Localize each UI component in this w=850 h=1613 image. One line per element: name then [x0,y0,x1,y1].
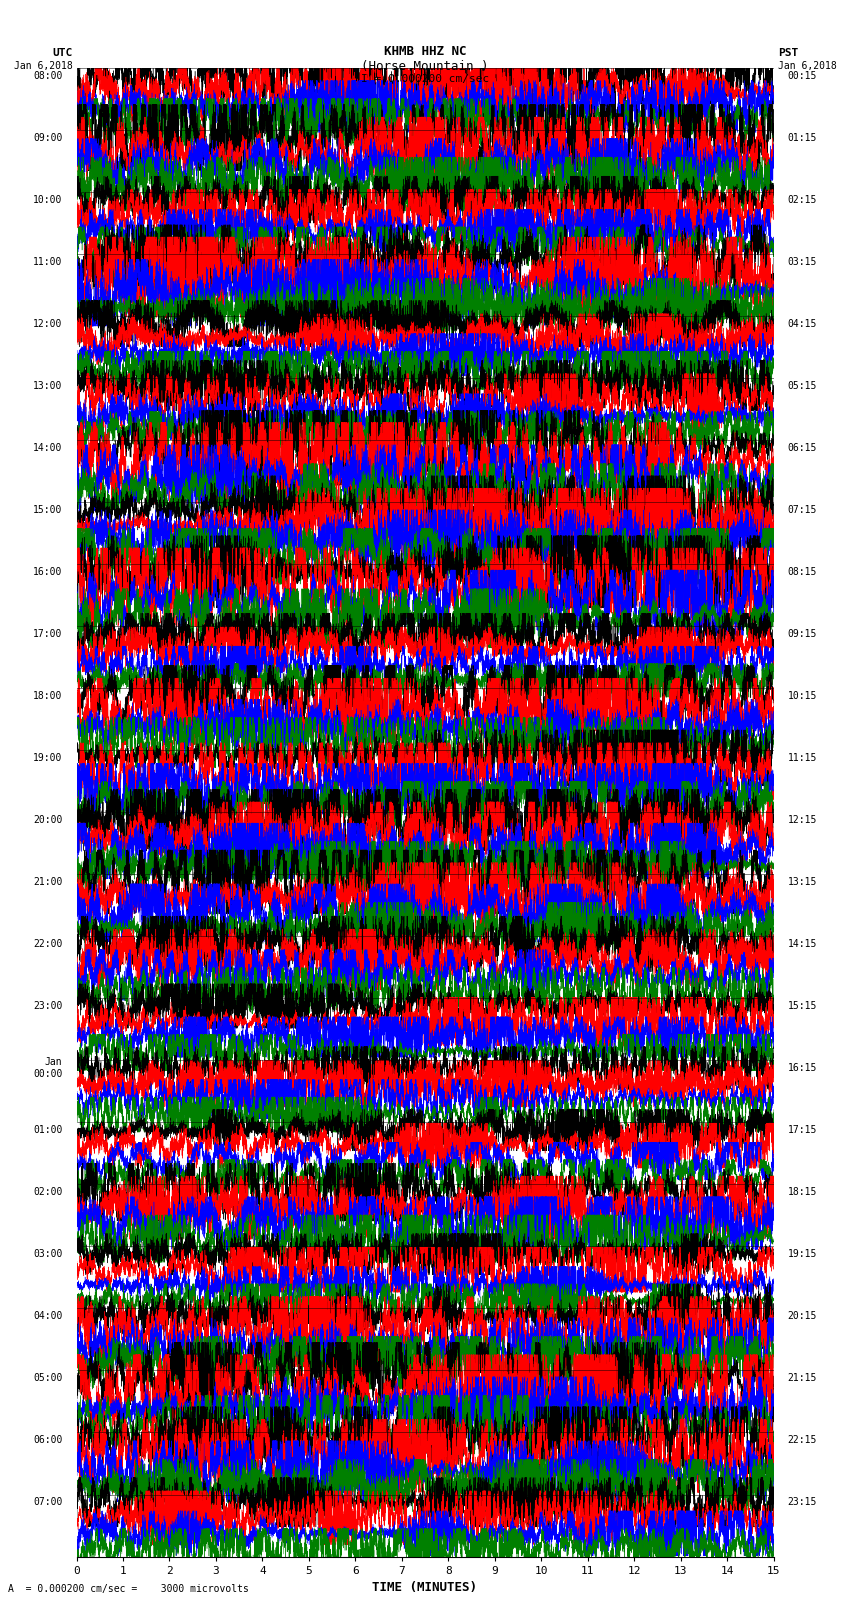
Text: 20:15: 20:15 [787,1311,817,1321]
Text: 06:15: 06:15 [787,442,817,453]
Text: 08:15: 08:15 [787,566,817,577]
Text: 11:00: 11:00 [33,256,63,266]
Text: 18:00: 18:00 [33,690,63,700]
Text: 23:15: 23:15 [787,1497,817,1507]
Text: 14:15: 14:15 [787,939,817,948]
Text: (Horse Mountain ): (Horse Mountain ) [361,60,489,73]
Text: 09:00: 09:00 [33,132,63,142]
Text: 10:15: 10:15 [787,690,817,700]
Text: 17:15: 17:15 [787,1124,817,1136]
Text: 15:15: 15:15 [787,1002,817,1011]
Text: 13:00: 13:00 [33,381,63,390]
Text: 20:00: 20:00 [33,815,63,824]
Text: 17:00: 17:00 [33,629,63,639]
X-axis label: TIME (MINUTES): TIME (MINUTES) [372,1581,478,1594]
Text: UTC: UTC [52,48,72,58]
Text: 04:00: 04:00 [33,1311,63,1321]
Text: Jan 6,2018: Jan 6,2018 [14,61,72,71]
Text: 21:15: 21:15 [787,1373,817,1384]
Text: Jan
00:00: Jan 00:00 [33,1057,63,1079]
Text: 03:15: 03:15 [787,256,817,266]
Text: 19:00: 19:00 [33,753,63,763]
Text: 02:00: 02:00 [33,1187,63,1197]
Text: 03:00: 03:00 [33,1248,63,1260]
Text: 07:00: 07:00 [33,1497,63,1507]
Text: I = 0.000200 cm/sec: I = 0.000200 cm/sec [361,74,489,84]
Text: 09:15: 09:15 [787,629,817,639]
Text: 04:15: 04:15 [787,319,817,329]
Text: 12:00: 12:00 [33,319,63,329]
Text: 18:15: 18:15 [787,1187,817,1197]
Text: 05:15: 05:15 [787,381,817,390]
Text: Jan 6,2018: Jan 6,2018 [778,61,836,71]
Text: 22:15: 22:15 [787,1436,817,1445]
Text: 01:15: 01:15 [787,132,817,142]
Text: 06:00: 06:00 [33,1436,63,1445]
Text: 16:15: 16:15 [787,1063,817,1073]
Text: 14:00: 14:00 [33,442,63,453]
Text: 13:15: 13:15 [787,877,817,887]
Text: 23:00: 23:00 [33,1002,63,1011]
Text: 19:15: 19:15 [787,1248,817,1260]
Text: 15:00: 15:00 [33,505,63,515]
Text: A  = 0.000200 cm/sec =    3000 microvolts: A = 0.000200 cm/sec = 3000 microvolts [8,1584,249,1594]
Text: 05:00: 05:00 [33,1373,63,1384]
Text: KHMB HHZ NC: KHMB HHZ NC [383,45,467,58]
Text: PST: PST [778,48,798,58]
Text: 08:00: 08:00 [33,71,63,81]
Text: 07:15: 07:15 [787,505,817,515]
Text: 12:15: 12:15 [787,815,817,824]
Text: 02:15: 02:15 [787,195,817,205]
Text: 01:00: 01:00 [33,1124,63,1136]
Text: 22:00: 22:00 [33,939,63,948]
Text: 21:00: 21:00 [33,877,63,887]
Text: 16:00: 16:00 [33,566,63,577]
Text: 10:00: 10:00 [33,195,63,205]
Text: 11:15: 11:15 [787,753,817,763]
Text: 00:15: 00:15 [787,71,817,81]
